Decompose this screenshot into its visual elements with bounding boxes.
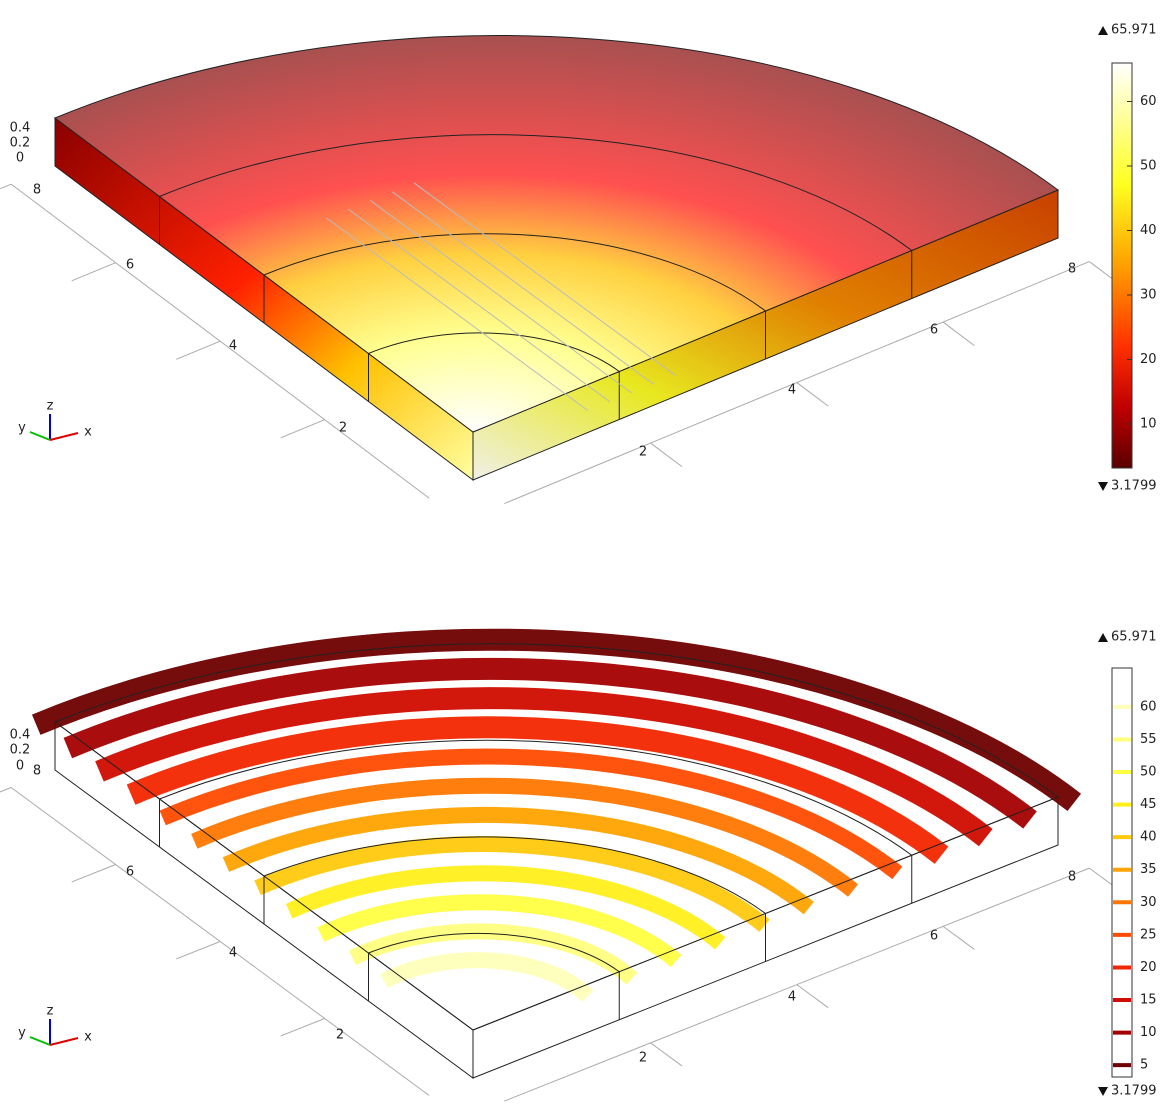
top-face [55, 0, 1058, 432]
min-arrow [1098, 1087, 1108, 1096]
y-tick-label: 4 [229, 946, 237, 961]
colorbar-tick-label: 50 [1140, 159, 1157, 174]
x-tick-label: 6 [930, 929, 938, 944]
colorbar-tick-label: 10 [1140, 417, 1157, 432]
colorbar-tick-label: 40 [1140, 830, 1157, 845]
x-tick-label: 4 [788, 990, 796, 1005]
colorbar-tick-label: 50 [1140, 765, 1157, 780]
triad-x [50, 433, 78, 440]
max-arrow [1098, 26, 1108, 35]
triad-label: z [47, 399, 54, 414]
x-tick-label: 8 [1068, 870, 1076, 885]
colorbar-max: 65.971 [1111, 23, 1157, 38]
axis-tick [0, 184, 11, 202]
colorbar-min: 3.1799 [1111, 479, 1157, 494]
colorbar-tick-label: 10 [1140, 1025, 1157, 1040]
axis-tick [72, 864, 116, 881]
colorbar-tick-label: 60 [1140, 699, 1157, 714]
colorbar-tick-label: 40 [1140, 223, 1157, 238]
colorbar-min: 3.1799 [1111, 1084, 1157, 1099]
y-tick-label: 6 [126, 865, 134, 880]
colorbar-tick-label: 55 [1140, 732, 1157, 747]
triad-label: y [18, 421, 26, 436]
colorbar-tick-label: 25 [1140, 927, 1157, 942]
colorbar-max: 65.971 [1111, 630, 1157, 645]
colorbar-tick-label: 15 [1140, 993, 1157, 1008]
z-tick-label: 0.2 [10, 136, 31, 151]
top-face-group [36, 483, 1074, 1043]
colorbar-tick-label: 30 [1140, 288, 1157, 303]
axis-tick [651, 1043, 682, 1066]
axis-tick [943, 926, 974, 949]
colorbar [1112, 668, 1132, 1077]
axis-tick [797, 383, 828, 407]
y-tick-label: 4 [229, 339, 237, 354]
z-tick-label: 0.4 [10, 121, 31, 136]
colorbar-tick-label: 35 [1140, 862, 1157, 877]
z-tick-label: 0 [16, 151, 24, 166]
x-tick-label: 2 [639, 445, 647, 460]
colorbar-tick-label: 45 [1140, 797, 1157, 812]
x-tick-label: 8 [1068, 262, 1076, 277]
axis-tick [176, 941, 220, 958]
x-tick-label: 6 [930, 323, 938, 338]
colorbar-tick-label: 20 [1140, 352, 1157, 367]
triad-y [30, 1037, 50, 1045]
z-tick-label: 0 [16, 759, 24, 774]
z-tick-label: 0.4 [10, 728, 31, 743]
axis-tick [281, 1018, 325, 1035]
y-tick-label: 8 [33, 183, 41, 198]
colorbar-tick-label: 30 [1140, 895, 1157, 910]
axis-tick [0, 787, 11, 804]
colorbar-tick-label: 5 [1140, 1058, 1148, 1073]
top-face-group [55, 0, 1058, 432]
triad-label: x [84, 425, 92, 440]
x-tick-label: 2 [639, 1051, 647, 1066]
axis-tick [281, 420, 325, 438]
colorbar-tick-label: 60 [1140, 94, 1157, 109]
y-tick-label: 2 [336, 1028, 344, 1043]
screenshot: 246824680.40.20xyz10203040506065.9713.17… [0, 0, 1173, 1111]
axis-tick [176, 341, 220, 359]
y-tick-label: 2 [339, 421, 347, 436]
y-tick-label: 6 [126, 258, 134, 273]
triad-y [30, 432, 50, 440]
z-tick-label: 0.2 [10, 743, 31, 758]
triad-x [50, 1038, 78, 1045]
colorbar [1112, 63, 1132, 468]
max-arrow [1098, 633, 1108, 642]
colorbar-tick-label: 20 [1140, 960, 1157, 975]
triad-label: z [47, 1004, 54, 1019]
axis-tick [72, 263, 116, 281]
x-tick-label: 4 [788, 383, 796, 398]
triad-label: x [84, 1030, 92, 1045]
triad-label: y [18, 1026, 26, 1041]
axis-tick [651, 443, 682, 467]
axis-tick [797, 985, 828, 1008]
min-arrow [1098, 482, 1108, 491]
axis-tick [943, 322, 974, 346]
y-tick-label: 8 [33, 764, 41, 779]
